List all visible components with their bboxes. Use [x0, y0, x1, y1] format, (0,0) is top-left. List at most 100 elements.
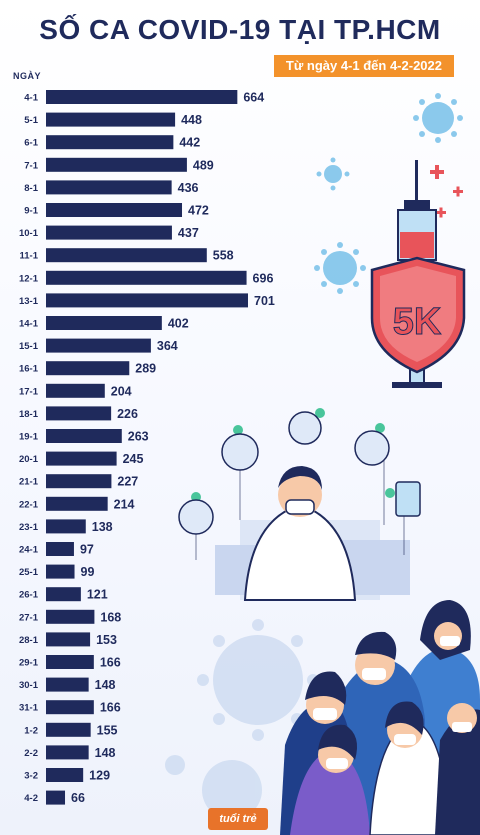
category-label: 12-1 — [19, 273, 39, 284]
category-label: 4-2 — [24, 793, 38, 804]
value-label: 558 — [213, 249, 234, 263]
category-label: 21-1 — [19, 477, 39, 488]
category-label: 3-2 — [24, 771, 38, 782]
value-label: 442 — [179, 136, 200, 150]
page-title: SỐ CA COVID-19 TẠI TP.HCM — [39, 14, 441, 45]
category-label: 13-1 — [19, 296, 39, 307]
virus-icon — [314, 242, 366, 294]
category-label: 30-1 — [19, 680, 39, 691]
category-label: 19-1 — [19, 432, 39, 443]
virus-icon — [413, 93, 463, 143]
bar — [46, 790, 66, 805]
category-label: 6-1 — [24, 138, 38, 149]
bar — [46, 519, 86, 534]
value-label: 448 — [181, 113, 202, 127]
value-label: 99 — [81, 565, 95, 579]
bar — [46, 135, 174, 150]
bar — [46, 632, 91, 647]
bar — [46, 677, 89, 692]
publisher-logo: tuổi trẻ — [208, 808, 268, 830]
category-label: 8-1 — [24, 183, 38, 194]
category-label: 4-1 — [24, 93, 38, 104]
category-label: 28-1 — [19, 635, 39, 646]
value-label: 148 — [95, 746, 116, 760]
value-label: 166 — [100, 656, 121, 670]
value-label: 437 — [178, 226, 199, 240]
category-label: 25-1 — [19, 567, 39, 578]
bar — [46, 655, 94, 669]
value-label: 364 — [157, 339, 178, 353]
bar — [46, 406, 112, 421]
category-label: 10-1 — [19, 228, 39, 239]
bar — [46, 112, 176, 127]
bar — [46, 429, 122, 443]
bar — [46, 542, 74, 556]
category-label: 2-2 — [24, 748, 38, 759]
value-label: 204 — [111, 384, 132, 398]
bar — [46, 90, 238, 104]
bar — [46, 338, 151, 353]
value-label: 402 — [168, 317, 189, 331]
category-label: 17-1 — [19, 386, 39, 397]
value-label: 121 — [87, 588, 108, 602]
cross-icon — [430, 165, 463, 218]
bar — [46, 609, 95, 624]
bar — [46, 316, 162, 330]
virus-icon — [197, 619, 319, 741]
check-icon — [191, 408, 395, 502]
syringe-icon — [392, 160, 442, 388]
value-label: 138 — [92, 520, 113, 534]
category-label: 20-1 — [19, 454, 39, 465]
bar — [46, 474, 112, 489]
bar — [46, 587, 81, 602]
category-label: 24-1 — [19, 545, 39, 556]
value-label: 168 — [100, 610, 121, 624]
value-label: 472 — [188, 204, 209, 218]
category-label: 23-1 — [19, 522, 39, 533]
y-axis-label: NGÀY — [13, 71, 42, 81]
shield-icon: 5K — [370, 256, 466, 374]
category-label: 26-1 — [19, 590, 39, 601]
category-label: 22-1 — [19, 499, 39, 510]
bar — [46, 361, 130, 376]
category-label: 14-1 — [19, 319, 39, 330]
value-label: 436 — [178, 181, 199, 195]
value-label: 489 — [193, 158, 214, 172]
bar — [46, 203, 183, 217]
bar — [46, 180, 172, 195]
bar — [46, 225, 172, 240]
bar — [46, 293, 248, 308]
value-label: 245 — [123, 452, 144, 466]
value-label: 66 — [71, 791, 85, 805]
date-range-badge: Từ ngày 4-1 đến 4-2-2022 — [273, 55, 454, 77]
value-label: 97 — [80, 543, 94, 557]
doctor-illustration — [215, 466, 410, 601]
value-label: 696 — [253, 271, 274, 285]
category-label: 16-1 — [19, 364, 39, 375]
category-label: 15-1 — [19, 341, 39, 352]
bar — [46, 157, 187, 172]
category-label: 11-1 — [20, 251, 39, 262]
value-label: 289 — [135, 362, 156, 376]
category-label: 1-2 — [24, 725, 38, 736]
category-label: 9-1 — [24, 206, 38, 217]
category-label: 5-1 — [24, 115, 38, 126]
bar — [46, 496, 108, 511]
virus-icon — [165, 755, 262, 820]
category-label: 29-1 — [19, 658, 39, 669]
bar — [46, 248, 207, 263]
value-label: 214 — [114, 497, 135, 511]
value-label: 227 — [117, 475, 138, 489]
bar — [46, 564, 75, 579]
category-label: 7-1 — [24, 160, 38, 171]
value-label: 166 — [100, 701, 121, 715]
bar — [46, 700, 94, 715]
crowd-illustration — [280, 600, 480, 835]
bar — [46, 768, 84, 782]
value-label: 155 — [97, 723, 118, 737]
value-label: 153 — [96, 633, 117, 647]
bar — [46, 745, 89, 760]
